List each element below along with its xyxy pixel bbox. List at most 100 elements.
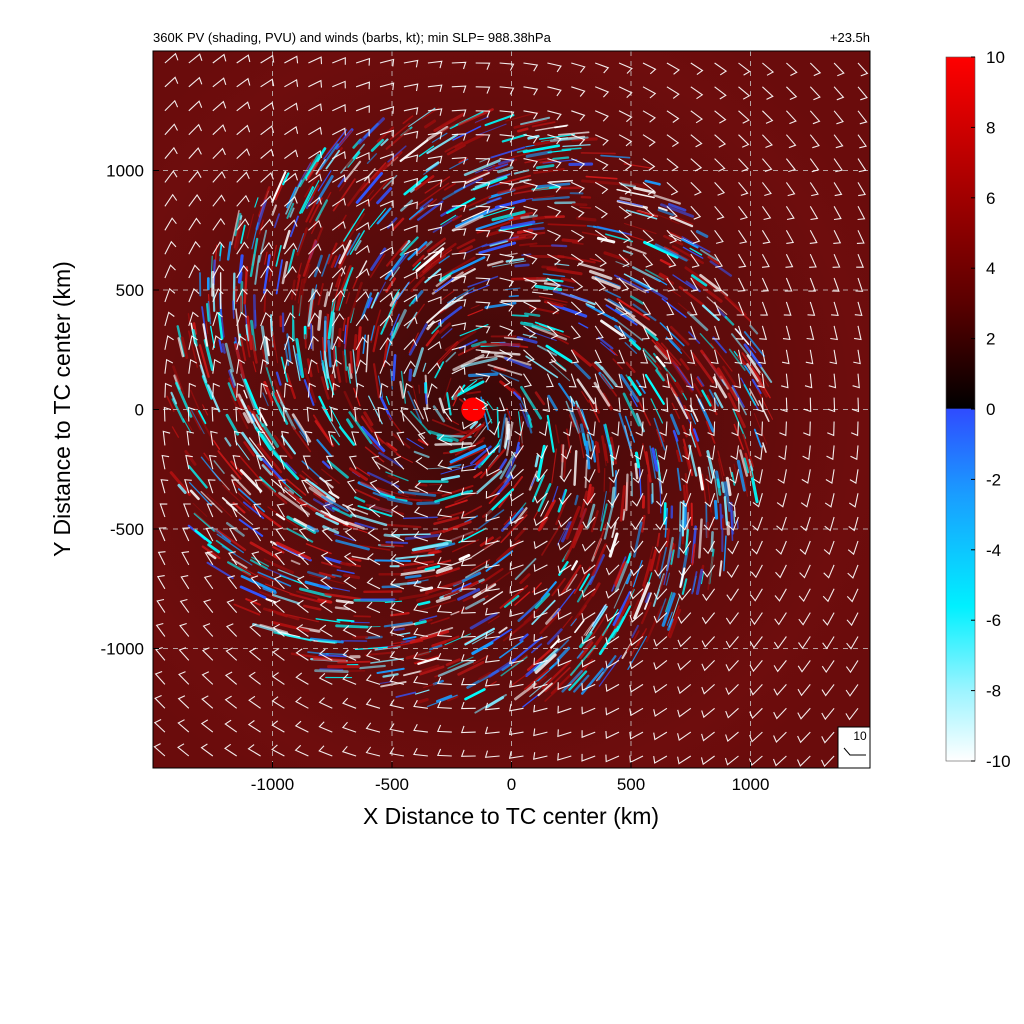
pv-streak (551, 577, 566, 597)
wind-barb (570, 277, 584, 291)
pv-streak (318, 395, 332, 422)
pv-streak (415, 689, 430, 695)
wind-barb (785, 253, 794, 268)
pv-streak (441, 484, 474, 497)
wind-barb (236, 124, 251, 136)
pv-streak (372, 491, 388, 499)
wind-barb (475, 62, 491, 70)
wind-barb (461, 441, 476, 449)
pv-streak (583, 621, 594, 636)
pv-streak (454, 491, 478, 503)
pv-streak (534, 592, 551, 610)
pv-streak (396, 632, 411, 636)
wind-barb (341, 721, 357, 733)
pv-streak (304, 334, 307, 349)
wind-barb (642, 277, 653, 292)
pv-streak (504, 152, 530, 161)
pv-streak (172, 365, 185, 395)
wind-barb (227, 575, 238, 590)
wind-barb (257, 430, 266, 446)
pv-streak (706, 450, 716, 479)
wind-barb (701, 683, 715, 695)
pv-streak (330, 434, 340, 446)
wind-barb (284, 149, 299, 160)
wind-barb (514, 421, 525, 436)
pv-streak (273, 213, 281, 229)
colorbar-gradient (945, 56, 976, 762)
pv-streak (431, 419, 468, 435)
pv-streak (671, 337, 697, 366)
pv-streak (348, 411, 373, 445)
wind-barb (615, 373, 624, 388)
pv-streak (346, 232, 361, 256)
wind-barb (557, 729, 572, 738)
pv-streak (665, 572, 671, 586)
wind-barb (332, 80, 346, 89)
pv-streak (445, 658, 461, 667)
pv-streak (520, 415, 524, 451)
wind-barb (618, 253, 631, 268)
pv-streak (217, 450, 242, 480)
pv-streak (729, 466, 733, 477)
pv-streak (369, 253, 386, 278)
pv-streak (531, 325, 568, 341)
pv-streak (239, 469, 263, 493)
pv-streak (412, 261, 422, 271)
pv-streak (376, 667, 405, 675)
pv-streak (736, 459, 747, 492)
pv-streak (602, 392, 614, 410)
pv-streak (644, 353, 659, 370)
wind-barb (809, 86, 821, 101)
pv-streak (501, 133, 527, 143)
pv-streak (611, 521, 617, 539)
pv-streak (330, 255, 338, 269)
wind-barb (803, 421, 811, 437)
pv-streak (647, 572, 653, 584)
wind-barb (427, 296, 442, 304)
wind-barb (201, 671, 214, 685)
wind-barb (369, 479, 381, 494)
wind-barb (319, 624, 333, 637)
wind-barb (260, 172, 274, 183)
pv-streak (436, 341, 460, 367)
wind-barb (523, 301, 537, 314)
wind-barb (379, 199, 394, 208)
pv-streak (321, 468, 340, 484)
pv-streak (724, 315, 735, 326)
wind-barb (733, 373, 742, 389)
pv-streak (707, 466, 712, 484)
wind-barb (332, 56, 346, 65)
wind-barb (750, 612, 763, 626)
wind-barb (714, 62, 728, 76)
pv-streak (287, 248, 296, 274)
wind-barb (640, 349, 649, 364)
wind-barb (260, 54, 275, 64)
pv-streak (560, 521, 573, 543)
wind-barb (283, 265, 297, 279)
wind-barb (273, 575, 285, 590)
wind-barb (159, 503, 168, 518)
wind-barb (403, 360, 416, 374)
wind-barb (808, 277, 817, 292)
pv-streak (403, 566, 427, 573)
wind-barb (485, 584, 500, 592)
pv-streak (560, 564, 582, 596)
wind-barb (581, 540, 596, 552)
pv-streak (612, 316, 644, 342)
pv-streak (192, 322, 197, 335)
pv-streak (177, 337, 185, 358)
wind-barb (589, 397, 598, 413)
pv-streak (670, 219, 680, 225)
reference-barb-box: 10 (837, 726, 871, 769)
wind-barb (186, 430, 195, 446)
wind-barb (271, 720, 285, 733)
pv-streak (710, 531, 714, 553)
wind-barb (666, 86, 680, 99)
wind-barb (366, 625, 381, 638)
pv-streak (594, 440, 601, 474)
pv-streak (286, 527, 314, 543)
wind-barb (821, 731, 835, 744)
pv-streak (257, 573, 275, 583)
wind-barb (354, 406, 362, 422)
pv-streak (482, 509, 493, 519)
